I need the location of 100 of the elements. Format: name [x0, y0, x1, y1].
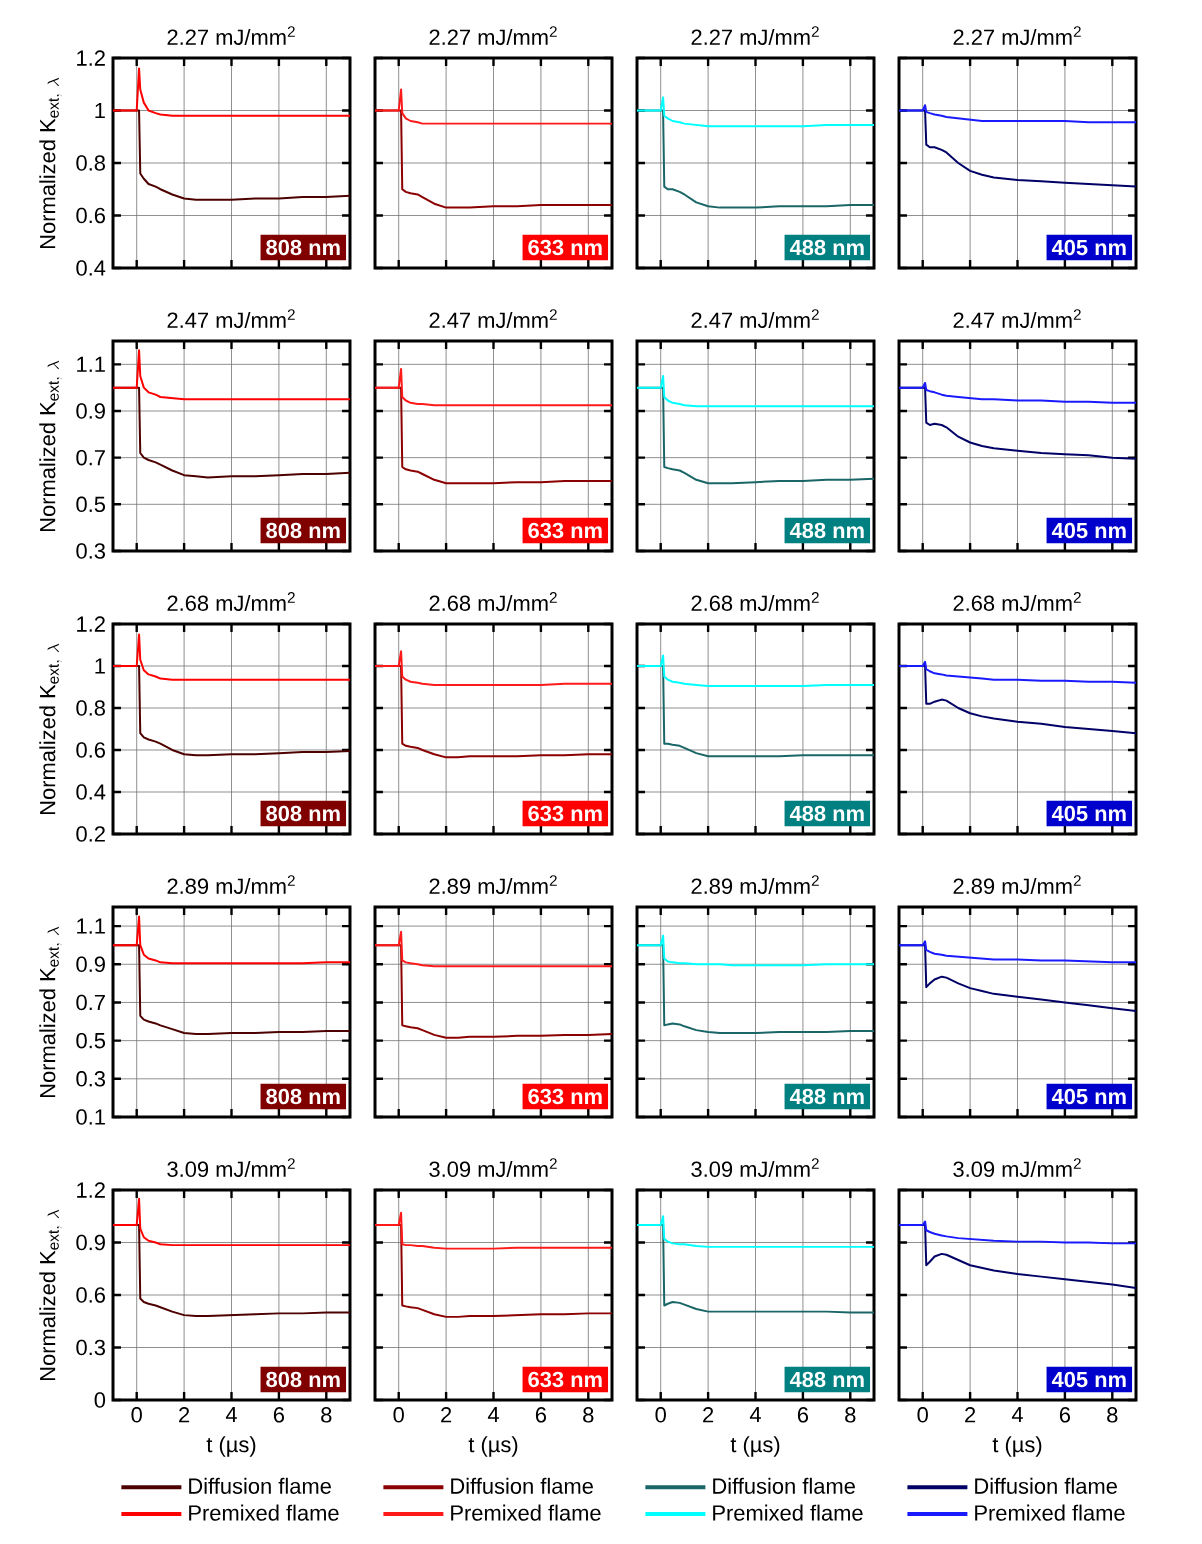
y-tick-label: 1.1: [77, 356, 105, 372]
annotation: 488 nm: [789, 1371, 864, 1388]
annotation: 488 nm: [789, 522, 864, 539]
y-tick-label: 0.6: [76, 207, 105, 224]
y-tick-label: 0.4: [76, 784, 106, 800]
x-tick-label: 8: [583, 1407, 594, 1423]
annotation: 488 nm: [789, 1088, 864, 1105]
y-tick-label: 0.7: [76, 449, 105, 466]
annotation: 633 nm: [528, 522, 602, 539]
chart-title: 3.09 mJ/mm$^{2}$: [167, 1158, 295, 1177]
annotation: 405 nm: [1051, 1371, 1126, 1388]
y-axis-title: $\mathrm{Normalized\ K}_{\mathrm{ext},\ \lambda}$: [39, 77, 62, 249]
y-tick-label: 0.3: [76, 543, 105, 559]
legend-label: Premixed flame: [189, 1504, 339, 1521]
y-tick-label: 1.2: [77, 1182, 105, 1198]
y-axis-title: $\mathrm{Normalized\ K}_{\mathrm{ext},\ \lambda}$: [39, 643, 62, 815]
x-tick-label: 0: [655, 1407, 666, 1423]
legend-label: Premixed flame: [975, 1504, 1125, 1521]
y-tick-label: 0.6: [76, 1287, 105, 1303]
chart-title: 2.47 mJ/mm$^{2}$: [691, 309, 819, 328]
x-tick-label: 2: [441, 1407, 452, 1423]
chart-title: 3.09 mJ/mm$^{2}$: [691, 1158, 819, 1177]
x-tick-label: 0: [131, 1407, 142, 1423]
y-tick-label: 0.1: [76, 1109, 105, 1125]
annotation: 405 nm: [1051, 805, 1126, 822]
x-tick-label: 2: [965, 1407, 976, 1423]
x-tick-label: 6: [797, 1407, 809, 1423]
chart-title: 2.27 mJ/mm$^{2}$: [167, 26, 295, 45]
y-axis-title: $\mathrm{Normalized\ K}_{\mathrm{ext},\ \lambda}$: [39, 1209, 62, 1381]
x-axis-title: t (µs): [206, 1436, 256, 1457]
annotation: 405 nm: [1051, 239, 1126, 256]
x-tick-label: 4: [487, 1407, 499, 1423]
legend-label: Diffusion flame: [713, 1477, 855, 1494]
y-tick-label: 1.2: [77, 50, 105, 66]
y-tick-label: 1: [95, 658, 105, 674]
x-tick-label: 4: [1011, 1407, 1023, 1423]
y-tick-label: 1: [95, 102, 105, 119]
annotation: 488 nm: [789, 239, 864, 256]
y-tick-label: 1.2: [77, 616, 105, 632]
y-tick-label: 0.5: [76, 1032, 106, 1049]
chart-title: 2.89 mJ/mm$^{2}$: [953, 875, 1081, 894]
x-tick-label: 0: [917, 1407, 928, 1423]
x-tick-label: 4: [225, 1407, 237, 1423]
y-tick-label: 0.3: [76, 1071, 105, 1087]
chart-title: 2.68 mJ/mm$^{2}$: [691, 592, 819, 611]
annotation: 405 nm: [1051, 1088, 1126, 1105]
chart-title: 2.68 mJ/mm$^{2}$: [429, 592, 557, 611]
x-axis-title: t (µs): [992, 1436, 1042, 1457]
legend-label: Diffusion flame: [189, 1477, 331, 1494]
x-tick-label: 0: [393, 1407, 404, 1423]
annotation: 808 nm: [266, 805, 340, 822]
chart-title: 2.68 mJ/mm$^{2}$: [167, 592, 295, 611]
x-tick-label: 2: [179, 1407, 190, 1423]
annotation: 633 nm: [528, 1088, 602, 1105]
annotation: 405 nm: [1051, 522, 1126, 539]
chart-title: 2.89 mJ/mm$^{2}$: [167, 875, 295, 894]
annotation: 808 nm: [266, 1371, 340, 1388]
legend-label: Premixed flame: [451, 1504, 601, 1521]
y-axis-title: $\mathrm{Normalized\ K}_{\mathrm{ext},\ \lambda}$: [39, 926, 62, 1098]
x-axis-title: t (µs): [468, 1436, 518, 1457]
y-tick-label: 0.9: [76, 1234, 105, 1251]
legend-label: Diffusion flame: [451, 1477, 593, 1494]
x-axis-title: t (µs): [730, 1436, 780, 1457]
y-tick-label: 0.2: [76, 826, 105, 842]
y-tick-label: 0.7: [76, 994, 105, 1011]
annotation: 633 nm: [528, 239, 602, 256]
chart-title: 2.27 mJ/mm$^{2}$: [429, 26, 557, 45]
y-tick-label: 1.1: [77, 918, 105, 934]
y-tick-label: 0.4: [76, 260, 106, 276]
x-tick-label: 8: [321, 1407, 332, 1423]
annotation: 808 nm: [266, 522, 340, 539]
annotation: 808 nm: [266, 1088, 340, 1105]
legend-label: Diffusion flame: [975, 1477, 1117, 1494]
chart-title: 2.89 mJ/mm$^{2}$: [691, 875, 819, 894]
chart-title: 2.89 mJ/mm$^{2}$: [429, 875, 557, 894]
y-tick-label: 0.8: [76, 155, 105, 171]
chart-title: 3.09 mJ/mm$^{2}$: [429, 1158, 557, 1177]
y-tick-label: 0.5: [76, 496, 106, 513]
legend-label: Premixed flame: [713, 1504, 863, 1521]
x-tick-label: 6: [535, 1407, 547, 1423]
x-tick-label: 8: [845, 1407, 856, 1423]
annotation: 633 nm: [528, 805, 602, 822]
chart-title: 3.09 mJ/mm$^{2}$: [953, 1158, 1081, 1177]
x-tick-label: 6: [1059, 1407, 1071, 1423]
y-axis-title: $\mathrm{Normalized\ K}_{\mathrm{ext},\ \lambda}$: [39, 360, 62, 532]
x-tick-label: 6: [273, 1407, 285, 1423]
y-tick-label: 0: [94, 1392, 106, 1408]
chart-title: 2.47 mJ/mm$^{2}$: [953, 309, 1081, 328]
x-tick-label: 2: [703, 1407, 714, 1423]
x-tick-label: 8: [1107, 1407, 1118, 1423]
chart-title: 2.47 mJ/mm$^{2}$: [429, 309, 557, 328]
annotation: 633 nm: [528, 1371, 602, 1388]
y-tick-label: 0.9: [76, 956, 105, 973]
annotation: 808 nm: [266, 239, 340, 256]
annotation: 488 nm: [789, 805, 864, 822]
y-tick-label: 0.8: [76, 700, 105, 716]
chart-title: 2.68 mJ/mm$^{2}$: [953, 592, 1081, 611]
chart-title: 2.27 mJ/mm$^{2}$: [953, 26, 1081, 45]
chart-title: 2.27 mJ/mm$^{2}$: [691, 26, 819, 45]
chart-title: 2.47 mJ/mm$^{2}$: [167, 309, 295, 328]
